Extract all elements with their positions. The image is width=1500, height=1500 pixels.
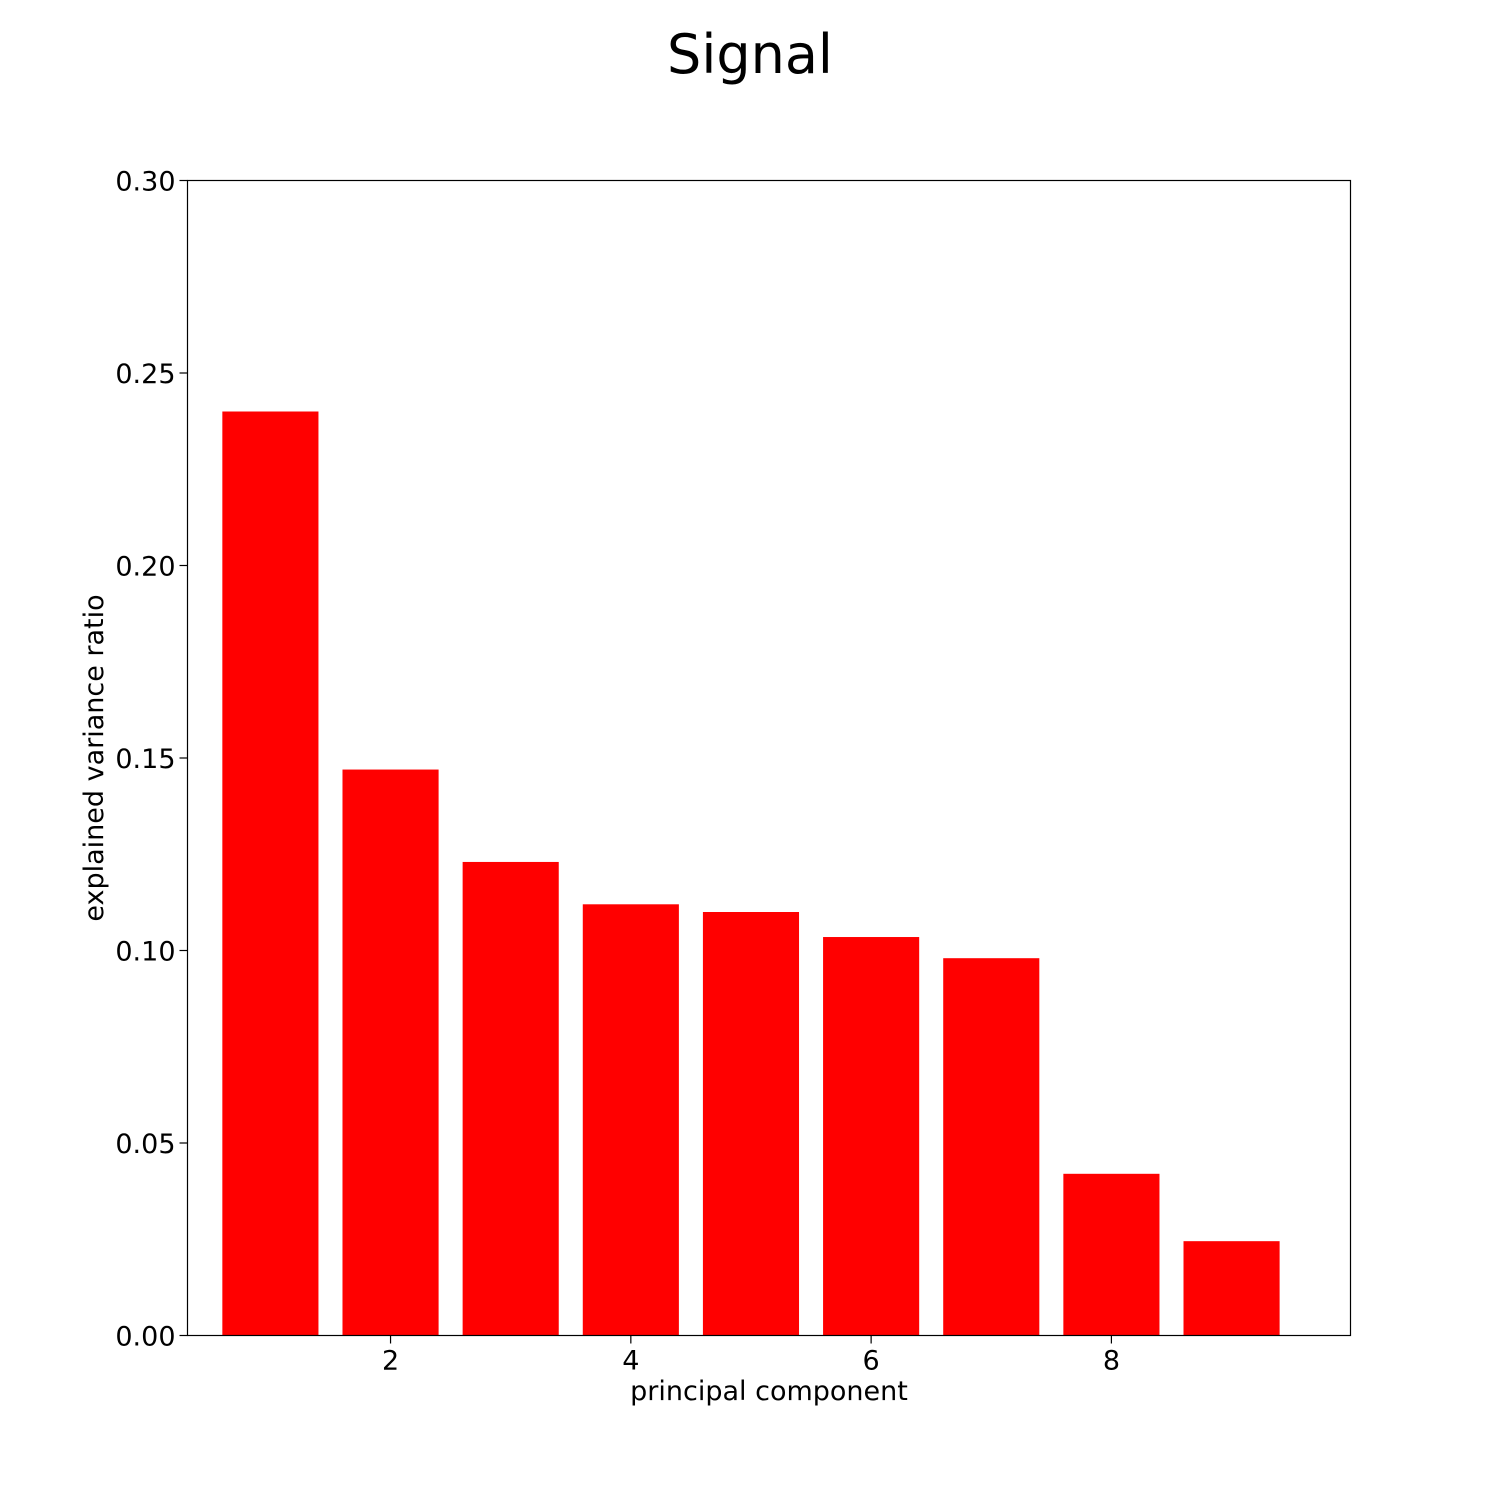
bar-pc-3 <box>462 861 559 1336</box>
y-axis-label: explained variance ratio <box>79 594 110 921</box>
y-tick-label: 0.30 <box>115 167 175 198</box>
y-tick-label: 0.10 <box>115 937 175 968</box>
bar-pc-2 <box>342 769 439 1336</box>
bar-pc-7 <box>943 958 1040 1336</box>
y-tick-label: 0.00 <box>115 1322 175 1353</box>
bar-pc-1 <box>222 411 319 1336</box>
x-tick-label: 2 <box>382 1346 399 1377</box>
x-tick-label: 4 <box>622 1346 639 1377</box>
chart-title: Signal <box>667 23 833 86</box>
bars-group <box>222 411 1280 1336</box>
x-axis-label: principal component <box>630 1376 908 1407</box>
y-tick-label: 0.15 <box>115 744 175 775</box>
y-tick-label: 0.05 <box>115 1129 175 1160</box>
x-tick-label: 8 <box>1103 1346 1120 1377</box>
bar-pc-9 <box>1183 1241 1280 1336</box>
bar-pc-4 <box>582 904 679 1336</box>
y-tick-label: 0.25 <box>115 359 175 390</box>
y-axis: 0.00 0.05 0.10 0.15 0.20 0.25 0.30 <box>115 167 188 1353</box>
bar-pc-5 <box>702 912 800 1336</box>
x-tick-label: 6 <box>863 1346 880 1377</box>
x-axis: 2 4 6 8 <box>382 1335 1120 1377</box>
y-tick-label: 0.20 <box>115 552 175 583</box>
bar-pc-6 <box>823 937 920 1336</box>
bar-pc-8 <box>1063 1173 1160 1336</box>
